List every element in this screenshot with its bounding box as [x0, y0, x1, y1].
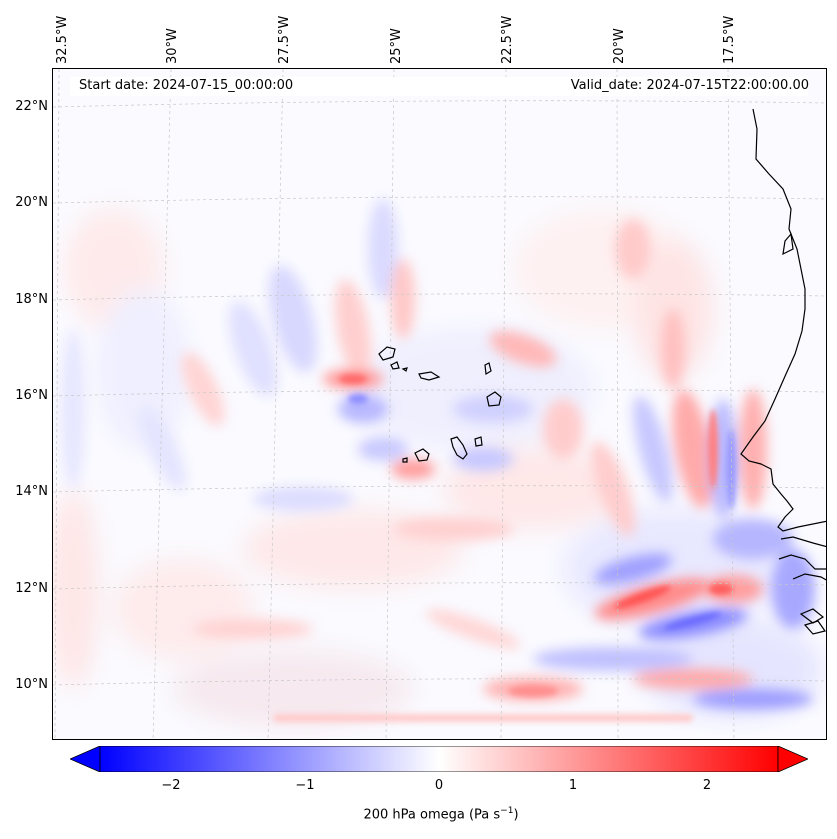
island-brava	[402, 457, 408, 463]
colorbar-tick-0: 0	[434, 778, 444, 793]
lat-label-20n: 20°N	[15, 195, 48, 210]
island-fogo	[414, 448, 430, 462]
lat-label-12n: 12°N	[15, 581, 48, 596]
west-africa-coastline	[740, 108, 826, 532]
lon-label-20w: 20°W	[612, 28, 627, 64]
broad-anomalies	[53, 69, 826, 739]
lat-label-14n: 14°N	[15, 484, 48, 499]
lon-label-30w: 30°W	[165, 28, 180, 64]
colorbar-label-prefix: 200 hPa omega (Pa s	[363, 807, 501, 823]
lon-label-17-5w: 17.5°W	[722, 15, 737, 64]
island-sao-vicente	[390, 361, 400, 370]
island-sao-nicolau	[418, 371, 441, 381]
island-maio	[474, 436, 483, 447]
lat-label-16n: 16°N	[15, 388, 48, 403]
lon-label-27-5w: 27.5°W	[277, 15, 292, 64]
colorbar-extend-low	[70, 746, 101, 772]
island-sal	[484, 362, 492, 375]
cape-verde-islands	[378, 346, 502, 463]
lat-label-10n: 10°N	[15, 677, 48, 692]
colorbar-tick-neg1: −1	[295, 778, 315, 793]
strong-streaks	[273, 374, 736, 722]
lon-label-22-5w: 22.5°W	[500, 15, 515, 64]
map-area	[52, 68, 827, 740]
lon-label-32-5w: 32.5°W	[55, 15, 70, 64]
mid-anomalies	[61, 199, 815, 709]
valid-date-label: Valid_date: 2024-07-15T22:00:00.00	[570, 78, 809, 93]
island-santiago	[450, 436, 468, 460]
colorbar-gradient	[99, 746, 779, 772]
island-boa-vista	[486, 391, 502, 407]
island-santo-antao	[378, 346, 396, 361]
colorbar	[70, 746, 808, 772]
colorbar-label-exponent: −1	[500, 806, 514, 816]
colorbar-extend-high	[777, 746, 808, 772]
lat-label-22n: 22°N	[15, 99, 48, 114]
lat-label-18n: 18°N	[15, 292, 48, 307]
start-date-label: Start date: 2024-07-15_00:00:00	[79, 78, 294, 93]
gridlines	[53, 69, 826, 739]
lon-label-25w: 25°W	[389, 28, 404, 64]
colorbar-tick-2: 2	[702, 778, 712, 793]
colorbar-label-suffix: )	[513, 807, 519, 823]
coastlines	[740, 108, 826, 635]
colorbar-label: 200 hPa omega (Pa s−1)	[0, 806, 837, 822]
colorbar-tick-1: 1	[568, 778, 578, 793]
colorbar-tick-neg2: −2	[161, 778, 181, 793]
date-info-bar	[70, 77, 808, 96]
omega-field-map	[53, 69, 826, 739]
